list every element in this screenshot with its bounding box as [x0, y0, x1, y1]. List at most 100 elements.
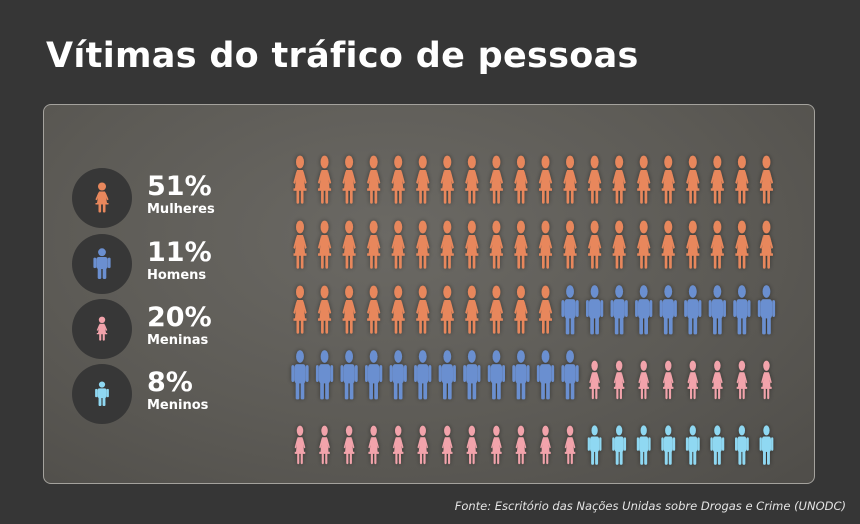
woman-icon: [293, 285, 307, 334]
girl-icon: [712, 360, 723, 400]
woman-icon: [367, 155, 381, 204]
girl-icon: [736, 360, 748, 400]
woman-icon: [416, 220, 430, 269]
woman-icon: [563, 220, 577, 269]
boy-icon: [587, 425, 602, 465]
boy-icon: [95, 381, 109, 406]
boy-icon: [685, 425, 700, 465]
legend-label: Meninos: [147, 398, 209, 413]
man-icon: [586, 285, 604, 335]
legend-label: Homens: [147, 268, 207, 283]
woman-icon: [342, 220, 356, 269]
woman-icon: [588, 220, 602, 269]
legend-icon-circle: [72, 168, 132, 228]
woman-icon: [317, 285, 332, 334]
man-icon: [733, 285, 751, 335]
woman-icon: [588, 155, 602, 204]
man-icon: [536, 350, 555, 400]
man-icon: [414, 350, 432, 400]
boy-icon: [735, 425, 749, 465]
man-icon: [315, 350, 334, 400]
girl-icon: [442, 425, 453, 465]
girl-icon: [540, 425, 551, 465]
man-icon: [684, 285, 702, 335]
girl-icon: [761, 360, 772, 400]
woman-icon: [95, 182, 109, 213]
girl-icon: [564, 425, 576, 465]
legend-label: Meninas: [147, 333, 209, 348]
legend-icon-circle: [72, 299, 132, 359]
legend-item-meninas: 20% Meninas: [72, 299, 292, 359]
boy-icon: [636, 425, 651, 465]
woman-icon: [440, 220, 454, 269]
woman-icon: [391, 155, 405, 204]
girl-icon: [515, 425, 527, 465]
man-icon: [757, 285, 776, 335]
girl-icon: [96, 316, 108, 341]
legend-item-homens: 11% Homens: [72, 234, 292, 294]
woman-icon: [686, 155, 700, 204]
girl-icon: [368, 425, 379, 465]
legend-label: Mulheres: [147, 202, 215, 217]
woman-icon: [612, 155, 626, 204]
woman-icon: [514, 220, 528, 269]
woman-icon: [342, 155, 356, 204]
woman-icon: [465, 155, 479, 204]
boy-icon: [710, 425, 725, 465]
girl-icon: [392, 425, 404, 465]
woman-icon: [465, 285, 479, 334]
girl-icon: [319, 425, 330, 465]
girl-icon: [466, 425, 478, 465]
legend-percentage: 11%: [147, 237, 212, 268]
woman-icon: [538, 285, 553, 334]
man-icon: [463, 350, 481, 400]
girl-icon: [687, 360, 699, 400]
woman-icon: [416, 285, 430, 334]
girl-icon: [589, 360, 600, 400]
man-icon: [340, 350, 358, 400]
girl-icon: [491, 425, 502, 465]
man-icon: [438, 350, 456, 400]
man-icon: [389, 350, 407, 400]
woman-icon: [342, 285, 356, 334]
woman-icon: [293, 220, 307, 269]
boy-icon: [759, 425, 774, 465]
man-icon: [708, 285, 726, 335]
boy-icon: [661, 425, 676, 465]
legend-percentage: 20%: [147, 302, 212, 333]
woman-icon: [317, 220, 332, 269]
man-icon: [93, 248, 111, 279]
woman-icon: [661, 155, 675, 204]
woman-icon: [391, 285, 405, 334]
woman-icon: [735, 155, 749, 204]
man-icon: [659, 285, 677, 335]
legend-percentage: 51%: [147, 171, 212, 202]
woman-icon: [489, 155, 503, 204]
woman-icon: [367, 285, 381, 334]
woman-icon: [293, 155, 307, 204]
woman-icon: [759, 220, 774, 269]
woman-icon: [538, 220, 553, 269]
woman-icon: [612, 220, 626, 269]
woman-icon: [538, 155, 553, 204]
woman-icon: [735, 220, 749, 269]
man-icon: [365, 350, 383, 400]
woman-icon: [686, 220, 700, 269]
legend-percentage: 8%: [147, 367, 193, 398]
woman-icon: [317, 155, 332, 204]
girl-icon: [662, 360, 674, 400]
girl-icon: [638, 360, 649, 400]
woman-icon: [759, 155, 774, 204]
girl-icon: [417, 425, 429, 465]
woman-icon: [367, 220, 381, 269]
man-icon: [487, 350, 505, 400]
boy-icon: [612, 425, 627, 465]
woman-icon: [710, 155, 724, 204]
page-title: Vítimas do tráfico de pessoas: [46, 36, 639, 76]
woman-icon: [637, 220, 651, 269]
girl-icon: [343, 425, 355, 465]
man-icon: [291, 350, 309, 400]
man-icon: [561, 285, 579, 335]
woman-icon: [563, 155, 577, 204]
woman-icon: [489, 220, 503, 269]
